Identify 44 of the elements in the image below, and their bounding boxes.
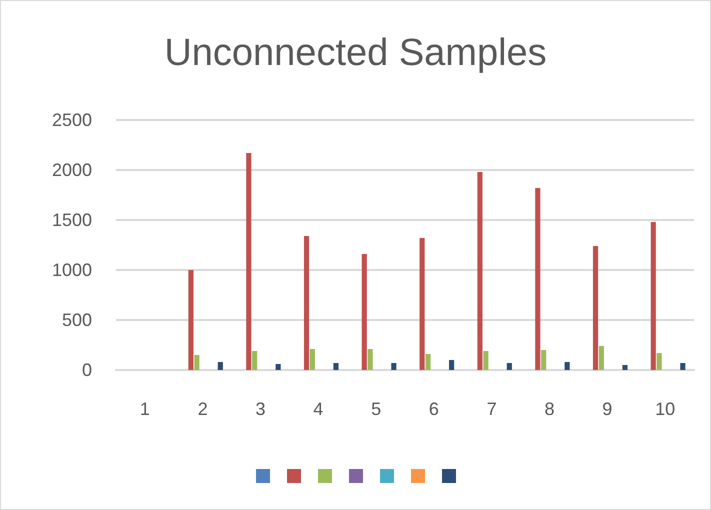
x-tick-label: 5 [371,399,382,419]
bar [276,364,281,370]
y-tick-label: 500 [62,310,92,330]
y-tick-label: 2000 [52,160,92,180]
bar [449,360,454,370]
bar [564,362,570,370]
x-tick-label: 2 [198,399,208,419]
y-tick-label: 2500 [52,110,92,130]
bar [541,350,546,370]
bar [622,365,628,370]
bar [477,172,482,370]
bar [218,362,223,370]
bar [188,270,194,370]
chart-title: Unconnected Samples [164,32,547,74]
bar [598,346,604,370]
y-tick-label: 1500 [52,210,92,230]
bar [304,236,310,370]
bar [483,351,488,370]
bar [656,353,662,370]
bar [252,351,258,370]
x-tick-label: 9 [602,399,612,419]
bar [391,363,396,370]
bar [246,153,252,370]
x-tick-label: 7 [486,399,497,419]
bar [310,349,315,370]
bar [592,246,598,370]
bar [650,222,656,370]
x-tick-label: 8 [544,399,555,419]
bar [680,363,686,370]
y-tick-label: 1000 [52,260,92,280]
bar [425,354,431,370]
x-tick-label: 3 [255,399,266,419]
x-tick-label: 4 [313,399,324,419]
bar [368,349,373,370]
bar [420,238,425,370]
x-tick-label: 1 [140,399,150,419]
y-tick-label: 0 [82,360,92,380]
bar [506,363,512,370]
bar [362,254,367,370]
bar [535,188,540,370]
x-tick-label: 6 [428,399,439,419]
bar [333,363,339,370]
x-tick-label: 10 [655,399,676,419]
bar [194,355,200,370]
